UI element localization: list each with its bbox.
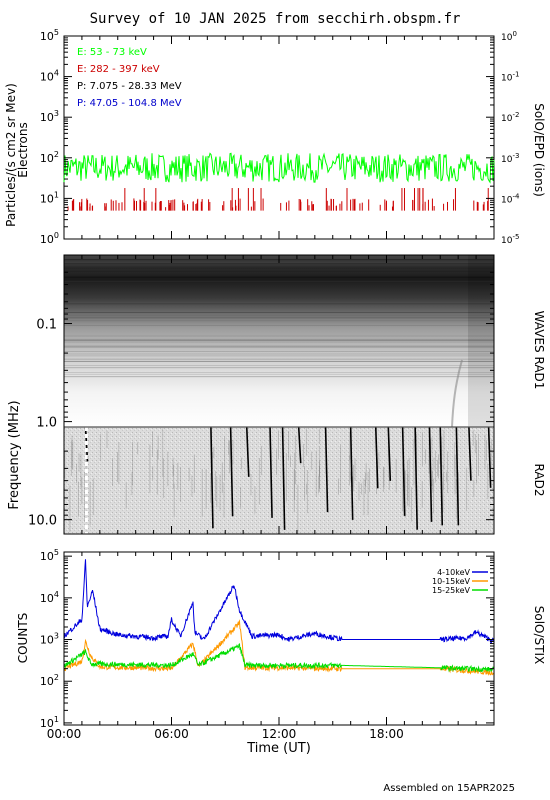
- radio-burst: [439, 426, 444, 526]
- series-e-282-397-kev: [67, 188, 489, 211]
- epd-y-ticks: 105 104 103 102 101 100: [40, 28, 494, 246]
- rad1-spectrogram: [64, 255, 494, 427]
- epd-legend-entry: P: 47.05 - 104.8 MeV: [77, 98, 182, 109]
- epd-y-tick-label: 102: [40, 150, 59, 165]
- stix-y-tick-label: 101: [40, 715, 59, 730]
- late-emission: [451, 359, 463, 428]
- epd-y-tick-label: 105: [40, 28, 59, 43]
- epd-right-tick-label: 10-3: [501, 152, 519, 165]
- epd-y-axis-label: Particles/(s cm2 sr Mev): [4, 83, 18, 227]
- stix-plot-frame: [63, 551, 495, 726]
- radio-burst: [414, 426, 418, 530]
- waves-panel: 0.1 1.0 10.0 Frequency (MHz) WAVES RAD1 RA…: [7, 254, 546, 535]
- x-tick-label: 18:00: [369, 727, 404, 741]
- epd-right-label: SolO/EPD (ions): [532, 103, 546, 197]
- radio-burst: [468, 426, 472, 481]
- stix-y-tick-label: 105: [40, 548, 59, 563]
- assembled-footer: Assembled on 15APR2025: [383, 783, 515, 794]
- epd-y-tick-label: 103: [40, 109, 59, 124]
- epd-right-tick-label: 10-4: [501, 192, 520, 205]
- radio-burst: [210, 426, 214, 529]
- epd-y-tick-label: 104: [40, 69, 59, 84]
- stix-series-10-15kev: [63, 619, 495, 676]
- epd-legend-entry: E: 282 - 397 keV: [77, 64, 160, 75]
- epd-right-tick-label: 10-2: [501, 111, 519, 124]
- epd-y-tick-label: 100: [40, 231, 59, 246]
- stix-y-tick-label: 103: [40, 632, 59, 647]
- waves-y-tick-label: 1.0: [36, 416, 57, 431]
- epd-legend-entry: P: 7.075 - 28.33 MeV: [77, 81, 182, 92]
- stix-panel: 105 104 103 102 101 00:00 06:00 12:00 18:00 4-1…: [16, 548, 546, 756]
- waves-y-ticks: 0.1 1.0 10.0: [28, 254, 494, 529]
- waves-y-tick-label: 0.1: [36, 318, 57, 333]
- epd-series: [63, 152, 495, 211]
- waves-rad1-label: WAVES RAD1: [532, 311, 546, 390]
- stix-legend-label: 10-15keV: [432, 577, 471, 586]
- x-tick-label: 12:00: [262, 727, 297, 741]
- stix-legend-label: 15-25keV: [432, 586, 471, 595]
- radio-burst: [297, 426, 302, 464]
- stix-right-label: SolO/STIX: [532, 606, 546, 665]
- x-tick-label: 06:00: [154, 727, 189, 741]
- chart-title: Survey of 10 JAN 2025 from secchirh.obsp…: [90, 11, 461, 27]
- waves-rad2-label: RAD2: [532, 464, 546, 497]
- stix-x-ticks: 00:00 06:00 12:00 18:00: [47, 727, 404, 741]
- epd-right-tick-label: 100: [501, 30, 517, 43]
- waves-y-tick-label: 10.0: [28, 514, 57, 529]
- epd-legend-entry: E: 53 - 73 keV: [77, 47, 147, 58]
- radio-burst: [387, 426, 392, 481]
- epd-y-ticks-right: 100 10-1 10-2 10-3 10-4 10-5: [501, 30, 520, 246]
- waves-y-axis-label: Frequency (MHz): [7, 400, 22, 509]
- epd-y-tick-label: 101: [40, 190, 59, 205]
- stix-y-ticks: 105 104 103 102 101: [40, 548, 494, 730]
- radio-burst: [487, 426, 492, 488]
- radio-burst: [229, 426, 234, 517]
- radio-burst: [324, 426, 329, 513]
- stix-y-tick-label: 102: [40, 673, 59, 688]
- radio-burst: [349, 426, 354, 520]
- radio-burst: [455, 426, 460, 526]
- radio-burst: [401, 426, 406, 516]
- radio-burst: [281, 426, 286, 530]
- rad2-spectrogram: [64, 427, 494, 534]
- epd-plot-frame: [63, 35, 495, 240]
- stix-y-tick-label: 104: [40, 590, 59, 605]
- epd-legend: E: 53 - 73 keV E: 282 - 397 keV P: 7.075 -…: [77, 47, 182, 109]
- time-ticks: [63, 36, 495, 725]
- late-band: [468, 255, 494, 427]
- stix-series-4-10kev: [63, 559, 495, 645]
- radio-burst: [428, 426, 433, 522]
- stix-series-15-25kev: [63, 643, 495, 673]
- radio-burst: [269, 426, 273, 518]
- epd-right-tick-label: 10-5: [501, 233, 519, 246]
- series-e-53-73-kev: [63, 152, 495, 184]
- epd-right-tick-label: 10-1: [501, 71, 519, 84]
- stix-y-axis-label: COUNTS: [16, 613, 30, 664]
- x-tick-label: 00:00: [47, 727, 82, 741]
- stix-legend-label: 4-10keV: [437, 568, 470, 577]
- stix-series: [63, 559, 495, 676]
- epd-y-axis-label-electrons: Electrons: [16, 122, 30, 177]
- radio-burst: [374, 426, 379, 489]
- radio-burst: [245, 426, 250, 477]
- x-axis-label: Time (UT): [246, 741, 311, 756]
